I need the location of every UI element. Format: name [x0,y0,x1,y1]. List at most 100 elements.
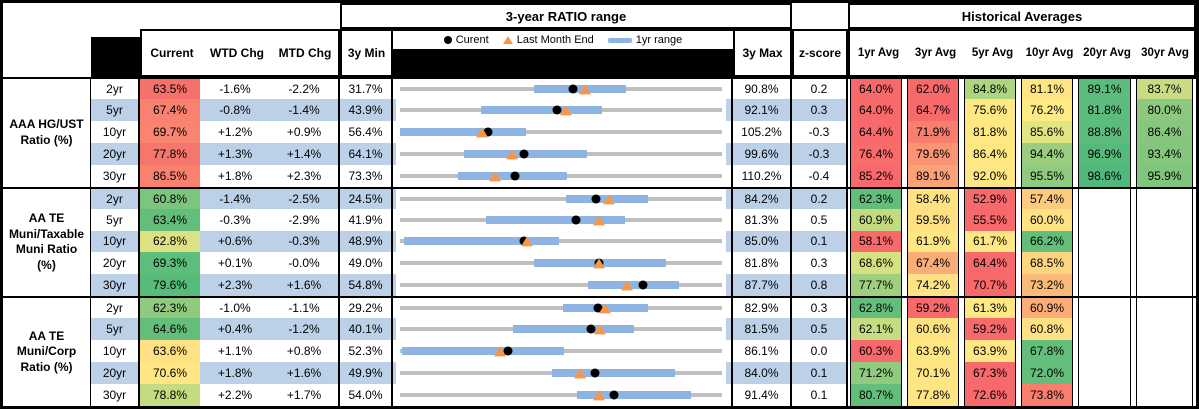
current-marker [609,390,619,400]
mtd-chg-cell: +0.8% [270,340,340,363]
avg-value [1078,252,1131,275]
wtd-chg-cell: +2.3% [200,274,270,297]
avg-cell-1yr: 71.2% [848,362,905,385]
avg-cell-10yr: 60.8% [1019,318,1076,341]
3y-range-track [400,393,722,398]
avg-value: 71.9% [907,120,959,143]
avg-cell-30yr [1134,318,1196,341]
avg-cell-3yr: 63.9% [905,340,962,363]
avg-value: 52.9% [964,188,1016,209]
mtd-chg-cell: -1.2% [270,318,340,341]
avg-value [1078,340,1131,363]
current-cell: 69.7% [140,120,200,143]
avg-cell-30yr [1134,296,1196,319]
range-chart-cell [393,164,733,187]
1yr-range-bar [401,347,564,356]
avg-value: 60.3% [850,340,902,363]
range-min-cell: 56.4% [340,120,393,143]
range-min-cell: 41.9% [340,208,393,231]
mtd-chg-cell: -0.3% [270,230,340,253]
group-label: AA TE Muni/Taxable Muni Ratio (%) [3,186,91,297]
avg-cell-5yr: 84.8% [962,77,1019,99]
avg-cell-3yr: 62.0% [905,77,962,99]
avg-cell-10yr: 85.6% [1019,120,1076,143]
z-score-cell: 0.2 [792,77,848,99]
avg-value: 67.4% [907,252,959,275]
chart-plot [396,384,726,406]
chart-plot [396,362,726,385]
avg-cell-1yr: 60.3% [848,340,905,363]
current-cell: 63.5% [140,77,200,99]
avg-value: 67.3% [964,362,1016,385]
current-cell: 60.8% [140,186,200,209]
chart-plot [396,230,726,253]
current-dot-icon [443,36,452,44]
avg-cell-30yr [1134,252,1196,275]
avg-cell-20yr: 81.8% [1076,98,1134,121]
avg-value: 92.0% [964,164,1016,187]
range-min-cell: 40.1% [340,318,393,341]
wtd-chg-cell: -1.0% [200,296,270,318]
avg-value: 63.9% [964,340,1016,363]
avg-cell-5yr: 72.6% [962,384,1019,406]
wtd-chg-cell: -0.8% [200,98,270,121]
z-score-cell: 0.3 [792,252,848,275]
last-month-marker [579,84,592,95]
z-score-cell: -0.3 [792,142,848,165]
avg-value [1136,188,1193,209]
tenor-header-black-cell [91,29,140,77]
avg-value: 59.2% [907,298,959,319]
tenor-cell: 5yr [91,98,140,121]
current-cell: 62.8% [140,230,200,253]
avg-cell-3yr: 58.4% [905,186,962,209]
avg-value [1136,252,1193,275]
1yr-range-bar [552,369,675,378]
avg-value: 76.2% [1021,98,1073,121]
wtd-chg-cell: +1.3% [200,142,270,165]
avg-value: 64.0% [850,79,902,99]
mtd-chg-cell: +1.6% [270,274,340,297]
avg-cell-10yr: 60.0% [1019,208,1076,231]
range-min-cell: 31.7% [340,77,393,99]
avg-cell-20yr [1076,362,1134,385]
avg-cell-30yr [1134,274,1196,297]
tenor-cell: 10yr [91,340,140,363]
avg-value: 64.0% [850,98,902,121]
avg-value: 84.8% [964,79,1016,99]
current-marker [638,280,648,290]
avg-cell-30yr: 95.9% [1134,164,1196,187]
chart-plot [396,98,726,121]
z-score-cell: 0.1 [792,384,848,406]
avg-cell-30yr [1134,362,1196,385]
last-month-marker [593,214,606,225]
z-score-cell: 0.2 [792,186,848,209]
chart-plot [396,318,726,341]
avg-value: 70.1% [907,362,959,385]
current-marker [571,215,581,225]
avg-value: 77.8% [907,384,959,406]
chart-legend: Curent Last Month End 1yr range [393,31,733,49]
range-chart-cell [393,120,733,143]
avg-value: 86.4% [964,142,1016,165]
avg-value [1078,318,1131,341]
1yr-range-bar [587,281,679,290]
avg-cell-5yr: 63.9% [962,340,1019,363]
historical-averages-title: Historical Averages [848,3,1196,29]
avg-value [1136,298,1193,319]
z-score-cell: 0.1 [792,230,848,253]
current-cell: 77.8% [140,142,200,165]
avg-cell-10yr: 66.2% [1019,230,1076,253]
avg-cell-5yr: 55.5% [962,208,1019,231]
range-chart-cell [393,77,733,99]
current-cell: 86.5% [140,164,200,187]
avg-value: 81.8% [964,120,1016,143]
avg-cell-5yr: 70.7% [962,274,1019,297]
1yr-range-bar [400,127,527,136]
z-score-cell: 0.5 [792,208,848,231]
tenor-cell: 20yr [91,252,140,275]
avg-cell-5yr: 67.3% [962,362,1019,385]
avg-cell-30yr [1134,230,1196,253]
range-max-cell: 105.2% [733,120,792,143]
range-max-cell: 92.1% [733,98,792,121]
avg-cell-1yr: 58.1% [848,230,905,253]
